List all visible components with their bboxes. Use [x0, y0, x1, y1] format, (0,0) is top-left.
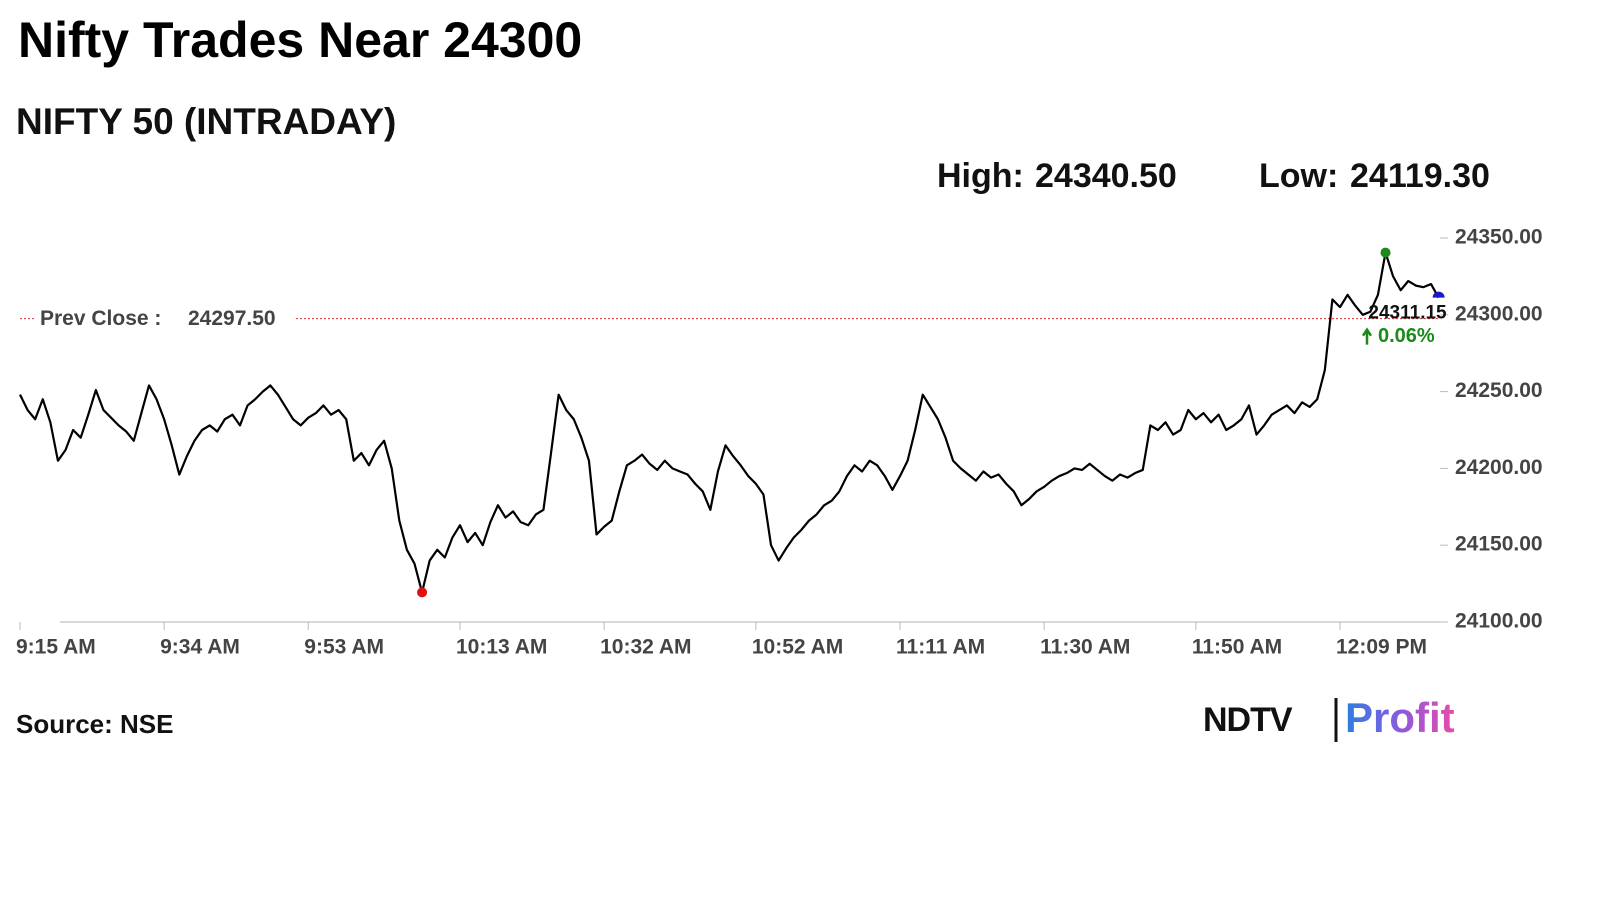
x-tick-label: 10:52 AM — [752, 636, 843, 659]
high-value: 24340.50 — [1035, 157, 1177, 195]
x-tick-label: 11:50 AM — [1192, 636, 1282, 659]
chart-title: Nifty Trades Near 24300 — [18, 12, 582, 68]
high-label: High: — [937, 157, 1024, 195]
x-tick-label: 11:11 AM — [896, 636, 985, 659]
change-arrow — [1361, 327, 1373, 345]
x-tick-label: 12:09 PM — [1336, 636, 1427, 659]
x-tick-label: 10:13 AM — [456, 636, 547, 659]
prev-close-value: 24297.50 — [188, 307, 276, 330]
low-value: 24119.30 — [1350, 157, 1490, 195]
x-tick-label: 10:32 AM — [600, 636, 691, 659]
source: Source: NSE — [16, 709, 174, 739]
logo-profit: Profit — [1345, 694, 1455, 741]
x-tick-label: 9:15 AM — [16, 636, 96, 659]
x-tick-label: 9:53 AM — [304, 636, 384, 659]
y-tick-label: 24100.00 — [1455, 610, 1543, 633]
low-marker — [417, 587, 428, 598]
high-marker — [1380, 247, 1391, 258]
change-value: 0.06% — [1378, 325, 1435, 347]
prev-close-bg — [34, 304, 296, 333]
y-tick-label: 24250.00 — [1455, 379, 1543, 402]
prev-close-label: Prev Close : — [40, 307, 161, 330]
low-label: Low: — [1259, 157, 1338, 195]
chart-subtitle: NIFTY 50 (INTRADAY) — [16, 101, 396, 142]
price-line — [19, 251, 1440, 594]
x-tick-label: 9:34 AM — [160, 636, 240, 659]
y-tick-label: 24150.00 — [1455, 533, 1543, 556]
x-tick-label: 11:30 AM — [1040, 636, 1130, 659]
y-tick-label: 24300.00 — [1455, 302, 1543, 325]
logo-ndtv: NDTV — [1203, 701, 1293, 739]
last-marker — [1432, 291, 1445, 298]
last-value: 24311.15 — [1368, 303, 1447, 324]
y-tick-label: 24350.00 — [1455, 226, 1543, 249]
y-tick-label: 24200.00 — [1455, 456, 1543, 479]
